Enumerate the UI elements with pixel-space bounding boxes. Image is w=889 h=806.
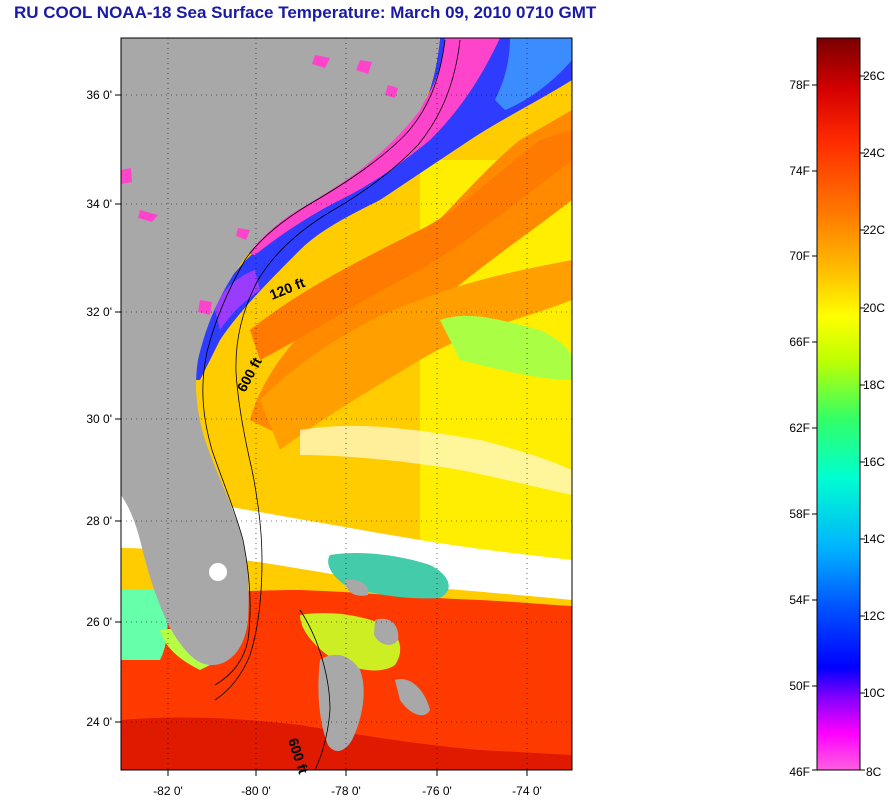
colorbar-f-58: 58F: [789, 507, 810, 521]
colorbar-f-70: 70F: [789, 249, 810, 263]
colorbar-c-20: 20C: [863, 301, 885, 315]
colorbar-c-18: 18C: [863, 378, 885, 392]
colorbar-f-62: 62F: [789, 421, 810, 435]
lat-label-30: 30 0': [86, 412, 112, 426]
lon-label-74: -74 0': [512, 784, 542, 798]
fahrenheit-ticks: [812, 84, 817, 771]
map-title: RU COOL NOAA-18 Sea Surface Temperature:…: [14, 3, 597, 22]
lat-label-24: 24 0': [86, 715, 112, 729]
colorbar-c-12: 12C: [863, 609, 885, 623]
lon-ticks: [167, 770, 528, 776]
colorbar-c-24: 24C: [863, 146, 885, 160]
lat-label-28: 28 0': [86, 514, 112, 528]
colorbar-c-16: 16C: [863, 455, 885, 469]
colorbar-f-74: 74F: [789, 164, 810, 178]
colorbar-c-26: 26C: [863, 69, 885, 83]
colorbar-c-8: 8C: [866, 765, 882, 779]
temperature-colorbar: [816, 37, 861, 771]
lat-label-34: 34 0': [86, 197, 112, 211]
lat-label-26: 26 0': [86, 615, 112, 629]
colorbar-c-22: 22C: [863, 223, 885, 237]
lat-ticks: [115, 94, 121, 723]
lat-label-36: 36 0': [86, 88, 112, 102]
lon-label-78: -78 0': [331, 784, 361, 798]
lon-label-80: -80 0': [241, 784, 271, 798]
colorbar-f-50: 50F: [789, 679, 810, 693]
lon-label-76: -76 0': [422, 784, 452, 798]
colorbar-c-10: 10C: [863, 686, 885, 700]
lon-label-82: -82 0': [153, 784, 183, 798]
colorbar-f-46: 46F: [789, 765, 810, 779]
colorbar-c-14: 14C: [863, 532, 885, 546]
colorbar-f-78: 78F: [789, 78, 810, 92]
colorbar-f-66: 66F: [789, 335, 810, 349]
sst-image: [121, 38, 572, 770]
celsius-ticks: [860, 75, 865, 771]
lat-label-32: 32 0': [86, 305, 112, 319]
colorbar-f-54: 54F: [789, 593, 810, 607]
